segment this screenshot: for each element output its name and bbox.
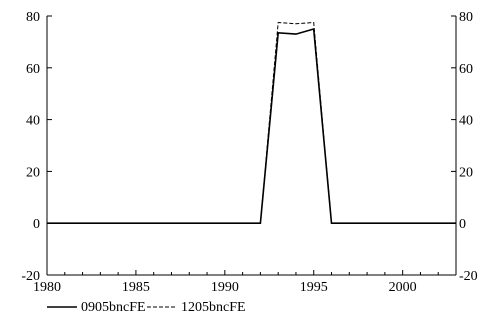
x-tick-label: 1980 <box>33 280 61 295</box>
y-tick-label-left: 80 <box>26 10 40 25</box>
chart-series <box>47 21 456 224</box>
y-tick-label-right: 80 <box>459 10 473 25</box>
x-tick-label: 1985 <box>122 280 150 295</box>
series-line-1205bncFE <box>47 21 456 224</box>
y-tick-label-right: 40 <box>459 114 473 129</box>
y-tick-label-left: 40 <box>26 114 40 129</box>
y-tick-label-right: 20 <box>459 165 473 180</box>
x-tick-label: 1995 <box>300 280 328 295</box>
y-tick-label-left: 20 <box>26 165 40 180</box>
y-tick-label-right: 0 <box>459 217 466 232</box>
y-tick-label-left: -20 <box>21 269 40 284</box>
y-tick-label-right: 60 <box>459 62 473 77</box>
legend-label-0905bncFE: 0905bncFE <box>81 300 146 315</box>
y-tick-label-left: 0 <box>33 217 40 232</box>
y-tick-label-left: 60 <box>26 62 40 77</box>
chart-axes <box>46 16 457 276</box>
y-tick-label-right: -20 <box>459 269 478 284</box>
legend-label-1205bncFE: 1205bncFE <box>181 300 246 315</box>
chart-ticks: -20 -20 0 0 20 20 40 40 60 60 80 80 1980 1985 1990 1995… <box>21 10 477 295</box>
series-line-0905bncFE <box>47 27 456 224</box>
chart-legend: 0905bncFE 1205bncFE <box>47 300 246 315</box>
x-tick-label: 2000 <box>389 280 417 295</box>
x-tick-label: 1990 <box>211 280 239 295</box>
